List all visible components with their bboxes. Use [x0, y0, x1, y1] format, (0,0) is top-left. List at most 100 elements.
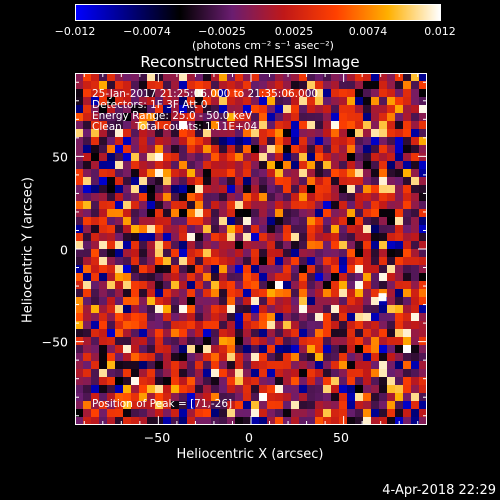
- x-tick-label: −50: [143, 430, 171, 445]
- heatmap-cell: [163, 81, 172, 90]
- heatmap-cell: [331, 169, 340, 178]
- heatmap-cell: [123, 169, 132, 178]
- heatmap-cell: [195, 345, 204, 354]
- heatmap-cell: [387, 177, 396, 186]
- heatmap-cell: [363, 201, 372, 210]
- heatmap-cell: [147, 281, 156, 290]
- heatmap-cell: [371, 217, 380, 226]
- heatmap-cell: [251, 169, 260, 178]
- heatmap-cell: [171, 185, 180, 194]
- heatmap-cell: [83, 377, 92, 386]
- heatmap-cell: [395, 121, 404, 130]
- heatmap-cell: [307, 225, 316, 234]
- heatmap-cell: [267, 129, 276, 138]
- heatmap-cell: [323, 313, 332, 322]
- heatmap-cell: [403, 377, 412, 386]
- heatmap-cell: [259, 201, 268, 210]
- heatmap-cell: [267, 105, 276, 114]
- heatmap-cell: [379, 353, 388, 362]
- heatmap-cell: [171, 81, 180, 90]
- heatmap-cell: [283, 193, 292, 202]
- heatmap-cell: [259, 137, 268, 146]
- heatmap-cell: [283, 377, 292, 386]
- heatmap-cell: [275, 337, 284, 346]
- heatmap-cell: [251, 249, 260, 258]
- heatmap-cell: [75, 353, 84, 362]
- heatmap-cell: [347, 361, 356, 370]
- heatmap-cell: [283, 145, 292, 154]
- heatmap-cell: [387, 345, 396, 354]
- heatmap-cell: [387, 233, 396, 242]
- heatmap-cell: [419, 257, 427, 266]
- heatmap-cell: [235, 329, 244, 338]
- heatmap-cell: [123, 73, 132, 82]
- heatmap-cell: [91, 249, 100, 258]
- heatmap-cell: [371, 289, 380, 298]
- heatmap-cell: [203, 241, 212, 250]
- heatmap-cell: [259, 385, 268, 394]
- heatmap-cell: [211, 345, 220, 354]
- heatmap-cell: [411, 161, 420, 170]
- heatmap-cell: [115, 217, 124, 226]
- heatmap-cell: [387, 73, 396, 82]
- heatmap-cell: [115, 73, 124, 82]
- colorbar-tick-label: 0.012: [424, 25, 456, 38]
- heatmap-cell: [163, 321, 172, 330]
- heatmap-cell: [227, 121, 236, 130]
- heatmap-cell: [171, 329, 180, 338]
- heatmap-cell: [243, 161, 252, 170]
- heatmap-cell: [115, 201, 124, 210]
- heatmap-cell: [227, 97, 236, 106]
- heatmap-cell: [91, 385, 100, 394]
- heatmap-cell: [155, 105, 164, 114]
- heatmap-cell: [99, 321, 108, 330]
- heatmap-cell: [291, 161, 300, 170]
- heatmap-cell: [187, 217, 196, 226]
- heatmap-cell: [371, 321, 380, 330]
- heatmap-cell: [91, 305, 100, 314]
- heatmap-cell: [235, 209, 244, 218]
- heatmap-cell: [219, 185, 228, 194]
- heatmap-cell: [235, 281, 244, 290]
- heatmap-cell: [139, 201, 148, 210]
- heatmap-cell: [163, 345, 172, 354]
- heatmap-cell: [107, 265, 116, 274]
- heatmap-cell: [187, 209, 196, 218]
- heatmap-cell: [299, 129, 308, 138]
- heatmap-cell: [99, 345, 108, 354]
- heatmap-cell: [131, 329, 140, 338]
- heatmap-cell: [283, 113, 292, 122]
- heatmap-cell: [387, 305, 396, 314]
- heatmap-cell: [395, 217, 404, 226]
- heatmap-cell: [291, 369, 300, 378]
- heatmap-cell: [291, 209, 300, 218]
- heatmap-cell: [163, 129, 172, 138]
- heatmap-cell: [123, 153, 132, 162]
- heatmap-cell: [283, 201, 292, 210]
- heatmap-cell: [331, 201, 340, 210]
- heatmap-cell: [251, 137, 260, 146]
- heatmap-cell: [91, 97, 100, 106]
- heatmap-cell: [331, 361, 340, 370]
- heatmap-cell: [179, 73, 188, 82]
- heatmap-cell: [139, 257, 148, 266]
- heatmap-cell: [155, 337, 164, 346]
- heatmap-cell: [371, 233, 380, 242]
- heatmap-cell: [147, 225, 156, 234]
- heatmap-cell: [323, 297, 332, 306]
- heatmap-cell: [227, 313, 236, 322]
- heatmap-cell: [227, 257, 236, 266]
- heatmap-cell: [315, 329, 324, 338]
- heatmap-cell: [243, 377, 252, 386]
- heatmap-cell: [363, 121, 372, 130]
- heatmap-cell: [355, 297, 364, 306]
- heatmap-cell: [299, 409, 308, 418]
- heatmap-cell: [387, 193, 396, 202]
- heatmap-cell: [379, 257, 388, 266]
- heatmap-cell: [283, 385, 292, 394]
- heatmap-cell: [419, 129, 427, 138]
- heatmap-cell: [315, 377, 324, 386]
- heatmap-cell: [403, 289, 412, 298]
- heatmap-cell: [147, 337, 156, 346]
- heatmap-cell: [99, 273, 108, 282]
